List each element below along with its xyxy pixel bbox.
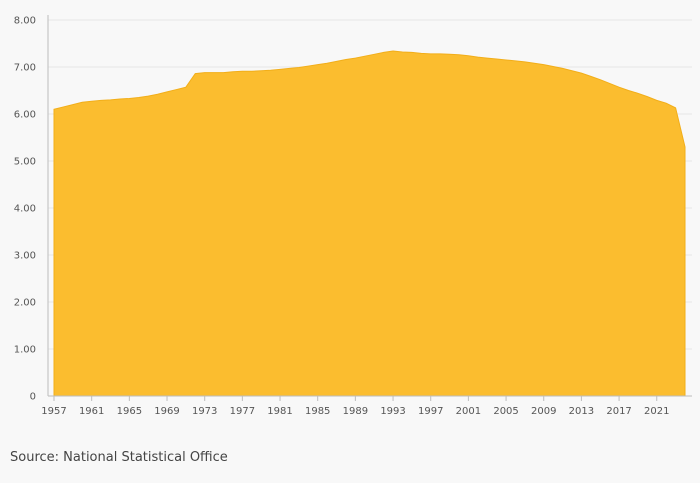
y-tick-label: 5.00	[14, 157, 36, 168]
x-tick-label: 2001	[456, 406, 481, 417]
y-axis-ticks: 0 1.00 2.00 3.00 4.00 5.00 6.00 7.00 8.00	[14, 16, 36, 403]
y-tick-label: 1.00	[14, 345, 36, 356]
x-axis-ticks: 1957 1961 1965 1969 1973 1977 1981 1985 1989 1993…	[41, 396, 669, 417]
x-tick-label: 2021	[644, 406, 669, 417]
x-tick-label: 1961	[79, 406, 104, 417]
x-tick-label: 2005	[493, 406, 518, 417]
x-tick-label: 1993	[380, 406, 405, 417]
y-tick-label: 3.00	[14, 251, 36, 262]
x-tick-label: 2017	[606, 406, 631, 417]
x-tick-label: 1969	[154, 406, 179, 417]
x-tick-label: 2013	[569, 406, 594, 417]
x-tick-label: 1985	[305, 406, 330, 417]
area-series	[53, 50, 686, 397]
area-chart: 01.002.003.004.005.006.007.008.00 1957 19…	[14, 15, 692, 417]
x-tick-label: 2009	[531, 406, 556, 417]
y-tick-label: 0	[30, 392, 36, 403]
x-tick-label: 1977	[230, 406, 255, 417]
x-tick-label: 1981	[267, 406, 292, 417]
y-tick-label: 8.00	[14, 16, 36, 27]
x-tick-label: 1957	[41, 406, 66, 417]
axes	[47, 15, 692, 397]
y-tick-label: 7.00	[14, 63, 36, 74]
y-tick-label: 6.00	[14, 110, 36, 121]
y-tick-label: 4.00	[14, 204, 36, 215]
x-tick-label: 1965	[117, 406, 142, 417]
x-tick-label: 1997	[418, 406, 443, 417]
y-tick-label: 2.00	[14, 298, 36, 309]
source-note: Source: National Statistical Office	[10, 450, 228, 465]
x-tick-label: 1989	[343, 406, 368, 417]
x-tick-label: 1973	[192, 406, 217, 417]
